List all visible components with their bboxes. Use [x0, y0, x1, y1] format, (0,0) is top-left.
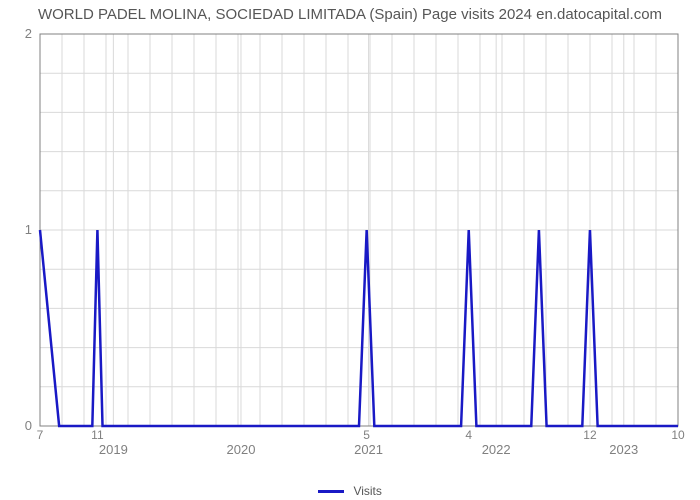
- data-label: 11: [91, 428, 103, 442]
- x-tick-label: 2020: [227, 442, 256, 457]
- x-tick-label: 2021: [354, 442, 383, 457]
- data-label: 7: [37, 428, 44, 442]
- chart-svg: [36, 30, 682, 460]
- legend-label: Visits: [353, 484, 381, 498]
- y-tick-label: 2: [4, 26, 32, 41]
- x-tick-label: 2019: [99, 442, 128, 457]
- legend-swatch: [318, 490, 344, 493]
- data-label: 12: [583, 428, 596, 442]
- data-label: 10: [671, 428, 684, 442]
- x-tick-label: 2022: [482, 442, 511, 457]
- plot-area: [36, 30, 682, 460]
- y-tick-label: 1: [4, 222, 32, 237]
- x-tick-label: 2023: [609, 442, 638, 457]
- legend: Visits: [0, 484, 700, 498]
- y-tick-label: 0: [4, 418, 32, 433]
- chart-container: WORLD PADEL MOLINA, SOCIEDAD LIMITADA (S…: [0, 0, 700, 500]
- data-label: 4: [465, 428, 472, 442]
- data-label: 5: [363, 428, 370, 442]
- chart-title: WORLD PADEL MOLINA, SOCIEDAD LIMITADA (S…: [0, 0, 700, 30]
